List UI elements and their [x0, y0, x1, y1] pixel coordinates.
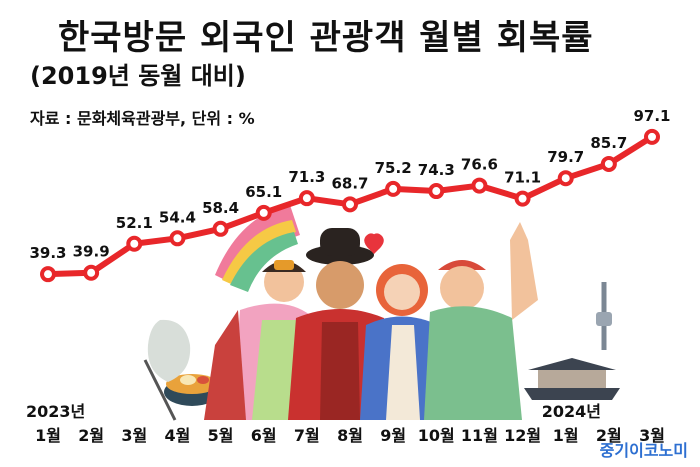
vase-icon — [143, 319, 191, 421]
year-label: 2024년 — [542, 402, 601, 421]
palace-icon — [524, 358, 620, 400]
heart-icon — [364, 233, 384, 254]
data-label: 68.7 — [331, 174, 368, 192]
x-tick-label: 3월 — [639, 426, 665, 445]
data-point — [126, 235, 143, 252]
year-label: 2023년 — [26, 402, 85, 421]
data-point — [342, 196, 358, 213]
x-tick-label: 5월 — [208, 426, 234, 445]
data-label: 52.1 — [116, 214, 153, 232]
data-label: 71.1 — [504, 169, 541, 187]
data-point — [169, 230, 186, 247]
x-tick-label: 3월 — [121, 426, 147, 445]
data-point — [557, 170, 574, 187]
chart-title: 한국방문 외국인 관광객 월별 회복률 — [58, 18, 594, 58]
data-point — [600, 155, 617, 172]
chart-subtitle: (2019년 동월 대비) — [30, 62, 246, 90]
person-far-right-icon — [424, 222, 538, 420]
data-label: 54.4 — [159, 208, 196, 226]
data-point — [644, 128, 660, 145]
data-label: 75.2 — [375, 159, 412, 177]
data-labels: 39.3 39.9 52.1 54.4 58.4 65.1 71.3 68.7 75.2 74.3… — [29, 107, 670, 262]
data-point — [428, 183, 445, 200]
data-label: 85.7 — [590, 134, 627, 152]
data-point — [40, 266, 56, 283]
x-tick-label: 12월 — [504, 426, 541, 445]
x-tick-label: 11월 — [461, 426, 498, 445]
data-label: 79.7 — [547, 148, 584, 166]
data-points — [40, 128, 660, 283]
tower-icon — [596, 282, 612, 350]
data-label: 58.4 — [202, 199, 239, 217]
data-point — [385, 180, 402, 197]
data-point — [212, 220, 229, 237]
brand-logo: 중기이코노미 — [599, 441, 688, 460]
data-label: 74.3 — [418, 161, 455, 179]
data-point — [514, 190, 531, 207]
data-point — [471, 177, 488, 194]
illustration — [143, 205, 620, 421]
data-label: 39.3 — [29, 244, 66, 262]
x-tick-labels: 1월 2월 3월 4월 5월 6월 7월 8월 9월 10월 11월 12월 1월 2월 3월 — [35, 426, 665, 445]
data-label: 65.1 — [245, 183, 282, 201]
person-right-icon — [360, 264, 444, 420]
data-label: 71.3 — [288, 168, 325, 186]
food-bowl-icon — [164, 374, 220, 406]
data-label: 39.9 — [73, 243, 110, 261]
data-point — [298, 190, 315, 207]
x-tick-label: 1월 — [35, 426, 61, 445]
data-point — [255, 204, 272, 221]
x-tick-label: 7월 — [294, 426, 320, 445]
x-tick-label: 10월 — [418, 426, 455, 445]
x-tick-label: 9월 — [380, 426, 406, 445]
data-point — [83, 264, 100, 281]
data-label: 76.6 — [461, 156, 498, 174]
data-label: 97.1 — [633, 107, 670, 125]
x-tick-label: 6월 — [251, 426, 277, 445]
x-tick-label: 1월 — [553, 426, 579, 445]
x-tick-label: 8월 — [337, 426, 363, 445]
x-tick-label: 4월 — [164, 426, 190, 445]
year-labels: 2023년 2024년 — [26, 402, 601, 421]
x-tick-label: 2월 — [78, 426, 104, 445]
source-note: 자료 : 문화체육관광부, 단위 : % — [30, 109, 255, 128]
rainbow-sleeve-icon — [215, 205, 300, 292]
x-tick-label: 2월 — [596, 426, 622, 445]
